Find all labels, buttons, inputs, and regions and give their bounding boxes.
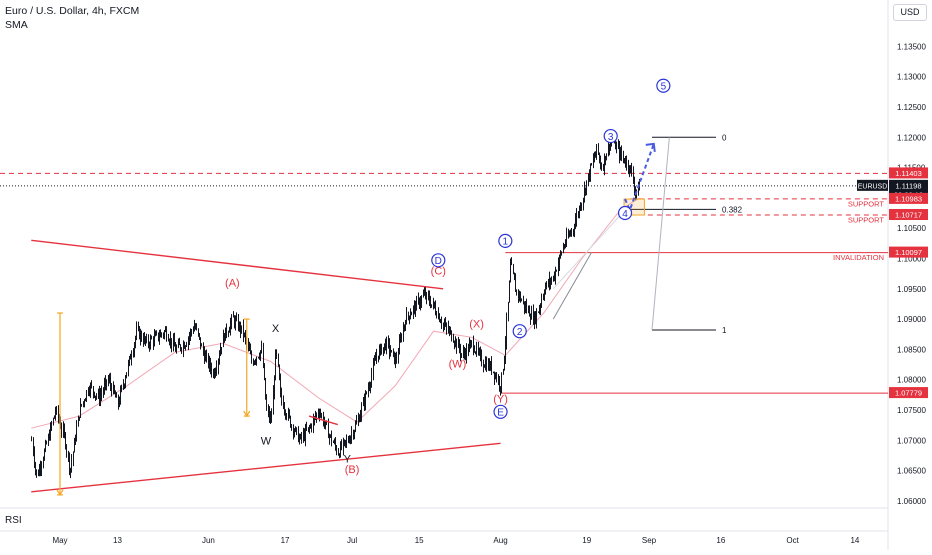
y-tick-label: 1.10000 bbox=[897, 254, 926, 263]
wave-label: (C) bbox=[431, 266, 446, 278]
wave-label: (X) bbox=[469, 318, 484, 330]
price-tag: 1.10717 bbox=[895, 211, 922, 220]
wave-label: 5 bbox=[661, 82, 667, 93]
range-arrow-head bbox=[243, 410, 251, 418]
projection-arrow-head bbox=[645, 142, 656, 153]
y-tick-label: 1.08000 bbox=[897, 376, 926, 385]
symbol-tag: EURUSD bbox=[858, 183, 888, 190]
x-tick-label: Oct bbox=[786, 536, 799, 545]
x-tick-label: Jul bbox=[347, 536, 357, 545]
wave-label: X bbox=[272, 323, 280, 335]
price-tag-bg bbox=[889, 192, 928, 204]
rsi-pane-label: RSI bbox=[5, 515, 22, 526]
wave-label: E bbox=[497, 408, 504, 419]
price-level-text: SUPPORT bbox=[848, 216, 885, 225]
wave-label: D bbox=[435, 256, 442, 267]
wave-circle bbox=[498, 233, 513, 248]
last-price-tag: 1.11198 bbox=[896, 181, 922, 190]
fib-trend-line[interactable] bbox=[651, 137, 670, 331]
wave-label: W bbox=[261, 435, 272, 447]
wave-circle bbox=[512, 324, 527, 339]
projection-arrow[interactable] bbox=[624, 143, 655, 213]
wave-label: 2 bbox=[517, 327, 523, 338]
price-tag-bg bbox=[889, 387, 928, 399]
x-tick-label: Jun bbox=[202, 536, 215, 545]
wave-label: 4 bbox=[622, 209, 628, 220]
wave-circle bbox=[617, 205, 633, 221]
y-tick-label: 1.09500 bbox=[897, 285, 926, 294]
wave-label: Y bbox=[344, 453, 352, 465]
currency-button[interactable]: USD bbox=[893, 4, 927, 21]
range-arrow-head bbox=[56, 489, 64, 497]
y-tick-label: 1.12000 bbox=[897, 133, 926, 142]
x-tick-label: 15 bbox=[415, 536, 424, 545]
y-tick-label: 1.13000 bbox=[897, 73, 926, 82]
wave-label: 3 bbox=[608, 132, 614, 143]
price-tag: 1.11403 bbox=[895, 169, 922, 178]
x-tick-label: Aug bbox=[493, 536, 507, 545]
fib-level-label: 0 bbox=[722, 133, 727, 142]
y-tick-label: 1.06000 bbox=[897, 497, 926, 506]
wave-label: (B) bbox=[345, 464, 360, 476]
y-tick-label: 1.09000 bbox=[897, 315, 926, 324]
price-tag-bg bbox=[889, 167, 928, 179]
sma-line bbox=[31, 197, 640, 429]
trendline[interactable] bbox=[308, 415, 338, 426]
x-tick-label: Sep bbox=[642, 536, 657, 545]
price-tag-bg bbox=[889, 209, 928, 221]
price-tag: 1.07779 bbox=[895, 389, 922, 398]
price-tag-bg bbox=[889, 246, 928, 258]
wave-label: (A) bbox=[225, 278, 240, 290]
fib-level-label: 0.382 bbox=[722, 205, 743, 214]
wave-circle bbox=[493, 404, 508, 419]
y-tick-label: 1.06500 bbox=[897, 467, 926, 476]
study-label: SMA bbox=[5, 19, 28, 31]
trendline[interactable] bbox=[31, 239, 444, 290]
x-tick-label: 16 bbox=[716, 536, 725, 545]
symbol-tag-bg bbox=[857, 179, 888, 191]
y-tick-label: 1.07500 bbox=[897, 406, 926, 415]
y-tick-label: 1.07000 bbox=[897, 436, 926, 445]
channel-line[interactable] bbox=[552, 209, 626, 290]
y-tick-label: 1.10500 bbox=[897, 224, 926, 233]
wave-label: 1 bbox=[503, 237, 509, 248]
wave-circle bbox=[431, 253, 446, 268]
y-tick-label: 1.12500 bbox=[897, 103, 926, 112]
wave-label: (Y) bbox=[493, 393, 508, 405]
x-tick-label: May bbox=[52, 536, 67, 545]
price-tag: 1.10983 bbox=[895, 194, 922, 203]
price-level-text: INVALIDATION bbox=[833, 253, 884, 262]
channel-line[interactable] bbox=[552, 252, 592, 320]
trendline[interactable] bbox=[31, 442, 501, 493]
x-tick-label: 17 bbox=[281, 536, 290, 545]
wave-circle bbox=[603, 128, 618, 144]
fib-level-label: 1 bbox=[722, 326, 727, 335]
y-tick-label: 1.08500 bbox=[897, 345, 926, 354]
x-tick-label: 13 bbox=[113, 536, 122, 545]
chart-title: Euro / U.S. Dollar, 4h, FXCM bbox=[5, 5, 140, 17]
x-tick-label: 19 bbox=[582, 536, 591, 545]
y-tick-label: 1.13500 bbox=[897, 42, 926, 51]
wave-label: (W) bbox=[449, 358, 467, 370]
wave-circle bbox=[656, 78, 671, 93]
price-tag: 1.10097 bbox=[895, 248, 922, 257]
x-tick-label: 14 bbox=[850, 536, 859, 545]
price-level-text: SUPPORT bbox=[848, 199, 885, 208]
